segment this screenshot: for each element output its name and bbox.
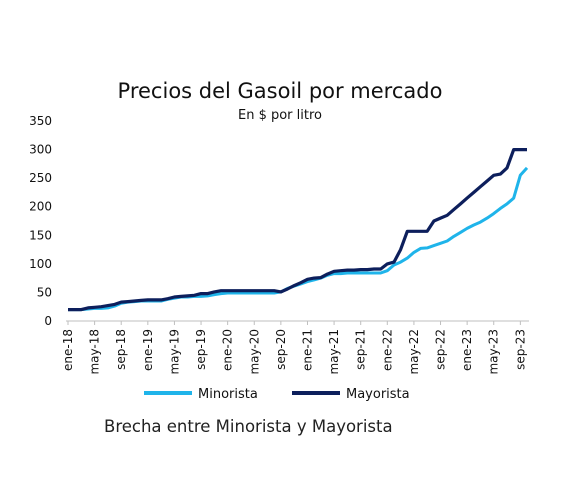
x-tick-label: ene-23 — [460, 329, 474, 371]
x-tick-label: ene-22 — [380, 329, 394, 371]
y-tick-label: 300 — [29, 143, 52, 157]
series-line-minorista — [68, 166, 529, 312]
x-axis-ticks: ene-18 may-18 sep-18 ene-19 may-19 sep-19 ene-… — [61, 321, 527, 375]
y-axis-ticks: 0 50 100 150 200 250 300 350 — [29, 114, 52, 328]
legend: Minorista Mayorista — [144, 387, 410, 402]
x-tick-label: sep-18 — [114, 329, 128, 370]
x-tick-label: sep-19 — [194, 329, 208, 370]
y-tick-label: 350 — [29, 114, 52, 128]
y-tick-label: 0 — [44, 314, 52, 328]
x-tick-label: sep-20 — [274, 329, 288, 370]
x-tick-label: may-22 — [407, 329, 421, 375]
y-tick-label: 200 — [29, 200, 52, 214]
x-tick-label: may-19 — [167, 329, 181, 375]
chart-caption: Brecha entre Minorista y Mayorista — [104, 417, 393, 436]
x-tick-label: ene-18 — [61, 329, 75, 371]
y-tick-label: 50 — [37, 285, 52, 299]
y-tick-label: 100 — [29, 257, 52, 271]
chart-subtitle: En $ por litro — [238, 108, 322, 123]
legend-label-minorista: Minorista — [198, 387, 258, 402]
legend-label-mayorista: Mayorista — [346, 387, 410, 402]
x-tick-label: sep-21 — [354, 329, 368, 370]
y-tick-label: 250 — [29, 171, 52, 185]
series-lines — [68, 148, 529, 312]
x-tick-label: ene-21 — [300, 329, 314, 371]
series-line-mayorista — [68, 148, 527, 312]
x-tick-label: may-18 — [88, 329, 102, 375]
x-tick-label: may-20 — [247, 329, 261, 375]
x-tick-label: may-21 — [327, 329, 341, 375]
x-tick-label: sep-23 — [513, 329, 527, 370]
x-tick-label: ene-20 — [221, 329, 235, 371]
chart-title: Precios del Gasoil por mercado — [118, 79, 443, 103]
x-tick-label: ene-19 — [141, 329, 155, 371]
y-tick-label: 150 — [29, 228, 52, 242]
x-tick-label: may-23 — [487, 329, 501, 375]
x-tick-label: sep-22 — [434, 329, 448, 370]
